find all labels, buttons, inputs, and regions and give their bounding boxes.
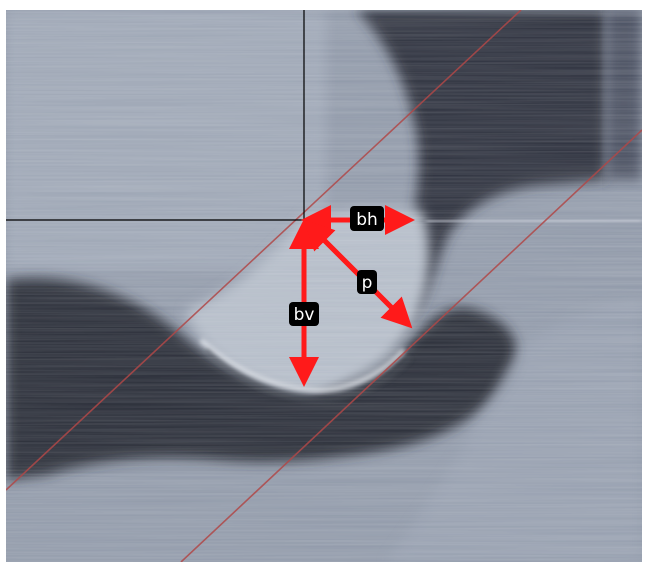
label-bv: bv	[289, 302, 319, 326]
svg-text:bh: bh	[356, 210, 378, 230]
svg-text:p: p	[362, 273, 373, 293]
label-p: p	[357, 270, 377, 294]
label-bh: bh	[350, 206, 384, 231]
weld-cross-section-photo: bh bv p	[6, 10, 642, 562]
guide-line-lower	[180, 129, 642, 562]
guide-line-upper	[6, 10, 522, 491]
svg-text:bv: bv	[294, 305, 315, 325]
